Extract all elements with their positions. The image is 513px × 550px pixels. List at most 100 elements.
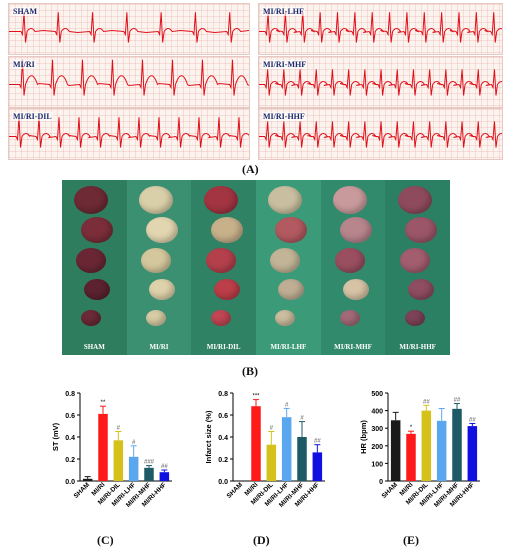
heart-slice <box>203 186 238 214</box>
ecg-trace-label: MI/RI-DIL <box>12 112 53 121</box>
bar <box>82 478 93 481</box>
significance-mark: ## <box>161 464 168 470</box>
heart-slice <box>141 248 171 273</box>
significance-mark: # <box>117 426 121 432</box>
bar <box>128 456 139 481</box>
significance-mark: # <box>300 416 304 422</box>
category-label: SHAM <box>73 481 91 499</box>
bar <box>251 406 261 481</box>
heart-slice <box>404 217 437 244</box>
category-label: SHAM <box>381 481 399 499</box>
slice-group-label: MI/RI-MHF <box>334 343 372 351</box>
bar <box>312 452 323 481</box>
significance-mark: ## <box>454 398 461 404</box>
ecg-trace-panel: MI/RI-LHF <box>258 3 503 55</box>
significance-mark: # <box>285 402 289 408</box>
bar <box>113 440 124 481</box>
bar <box>390 420 401 481</box>
significance-mark: * <box>410 425 413 431</box>
significance-mark: ** <box>101 400 106 406</box>
heart-slice <box>74 186 109 214</box>
heart-slice <box>146 217 178 244</box>
y-axis-label: Infarct size (%) <box>204 410 213 463</box>
y-tick-label: 100 <box>371 461 383 468</box>
significance-mark: ## <box>314 439 321 445</box>
y-tick-label: 400 <box>371 409 383 416</box>
heart-slice <box>278 279 305 301</box>
bar <box>467 426 478 481</box>
significance-mark: # <box>132 440 136 446</box>
heart-slice <box>210 217 243 244</box>
heart-slice <box>340 310 360 327</box>
heart-slice <box>268 186 303 214</box>
y-tick-label: 0.0 <box>218 479 228 486</box>
st-bar-chart: 0.00.20.40.60.8ST (mV)SHAM**MI/RI#MI/RI-… <box>51 391 172 509</box>
y-axis-label: ST (mV) <box>51 422 60 451</box>
ecg-trace-label: MI/RI-MHF <box>262 60 308 69</box>
ecg-trace-label: MI/RI-HHF <box>262 112 306 121</box>
ecg-trace-panel: MI/RI-MHF <box>258 56 503 108</box>
heart-slice <box>146 310 166 327</box>
y-tick-label: 0.4 <box>218 435 228 442</box>
heart-slice <box>81 310 102 327</box>
heart-slice <box>399 248 430 273</box>
ecg-trace-panel: SHAM <box>8 3 250 55</box>
bar <box>266 444 277 481</box>
heart-slice <box>210 310 231 327</box>
heart-slice <box>335 248 365 273</box>
y-tick-label: 0.6 <box>218 413 228 420</box>
heart-slice <box>84 279 111 301</box>
slice-group-label: MI/RI <box>149 343 169 351</box>
bar <box>436 420 447 481</box>
y-tick-label: 0.6 <box>65 413 75 420</box>
y-tick-label: 200 <box>371 444 383 451</box>
significance-mark: *** <box>252 394 260 400</box>
heart-slice <box>139 186 173 214</box>
y-tick-label: 0.0 <box>65 479 75 486</box>
bar <box>144 467 154 481</box>
significance-mark: # <box>270 426 274 432</box>
heart-slice <box>340 217 372 244</box>
bar <box>452 408 462 481</box>
ecg-trace-panel: MI/RI <box>8 56 250 108</box>
y-tick-label: 500 <box>371 391 383 398</box>
ecg-trace-panel: MI/RI-HHF <box>258 108 503 160</box>
bar <box>421 410 432 481</box>
heart-slice <box>76 248 107 273</box>
bar <box>406 433 416 481</box>
bar <box>281 417 292 481</box>
heart-slices-photo: SHAM MI/RI MI/RI-DIL MI/RI-LHF MI/RI-MHF MI/R… <box>62 180 450 355</box>
bar <box>297 437 307 481</box>
panel-b-label: (B) <box>242 364 258 378</box>
heart-slice <box>205 248 236 273</box>
significance-mark: ## <box>469 417 476 423</box>
heart-slice <box>343 279 369 301</box>
y-axis-label: HR (bpm) <box>359 420 368 454</box>
slice-group-label: MI/RI-DIL <box>206 343 241 351</box>
slice-group-label: MI/RI-HHF <box>399 343 436 351</box>
slice-group-label: SHAM <box>83 343 105 351</box>
category-label: SHAM <box>226 481 244 499</box>
heart-slice <box>275 310 296 327</box>
y-tick-label: 0 <box>379 479 383 486</box>
heart-slice <box>213 279 240 301</box>
heart-slice <box>397 186 432 214</box>
y-tick-label: 300 <box>371 426 383 433</box>
heart-slice <box>407 279 434 301</box>
panel-a-label: (A) <box>242 162 259 176</box>
panel-e-label: (E) <box>403 533 419 547</box>
panel-c-label: (C) <box>97 533 114 547</box>
heart-slice <box>81 217 114 244</box>
heart-slice <box>149 279 175 301</box>
y-tick-label: 0.2 <box>65 457 75 464</box>
y-tick-label: 0.8 <box>218 391 228 398</box>
heart-slice <box>404 310 425 327</box>
ecg-trace-panel: MI/RI-DIL <box>8 108 250 160</box>
bar <box>98 413 108 481</box>
ecg-trace-label: SHAM <box>12 7 38 16</box>
ecg-trace-label: MI/RI-LHF <box>262 7 305 16</box>
significance-mark: ## <box>423 399 430 405</box>
slice-group-label: MI/RI-LHF <box>270 343 307 351</box>
